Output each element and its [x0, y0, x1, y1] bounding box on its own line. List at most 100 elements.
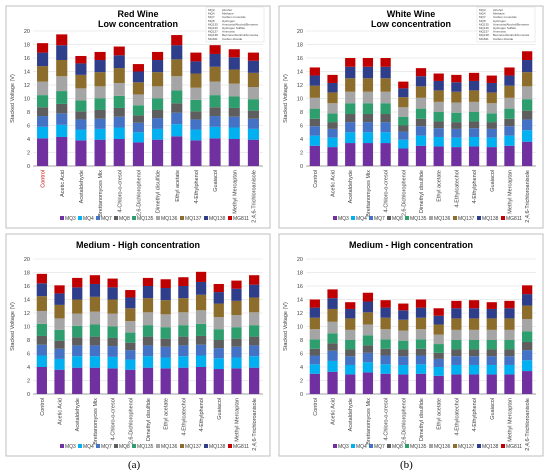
bar-segment-mq3 [228, 139, 240, 166]
legend-swatch [60, 216, 64, 220]
bar-segment-mq8 [433, 352, 444, 359]
legend-label: MQ3 [338, 216, 349, 222]
subfigure-label-a: (a) [128, 459, 141, 471]
bar-segment-mq135 [468, 112, 480, 122]
bar-segment-mq3 [504, 374, 515, 394]
bar-segment-mq3 [125, 369, 136, 394]
bar-segment-mq8 [178, 336, 189, 346]
sensor-key-gas: Ammonia [222, 30, 235, 34]
bar-segment-mg811 [160, 279, 171, 289]
bar-segment-mq137 [247, 72, 259, 88]
bar-segment-mq7 [522, 119, 533, 131]
bar-segment-mq137 [522, 72, 533, 87]
bar-segment-mq135 [486, 113, 497, 123]
x-tick-label: 2,6-Dichlorophenol [128, 398, 134, 444]
bar-segment-mq3 [362, 372, 374, 394]
bar-segment-mq136 [362, 324, 374, 336]
bar-segment-mq4 [178, 356, 189, 368]
bar-segment-mq135 [433, 112, 444, 122]
bar-segment-mq136 [345, 329, 356, 340]
bar-segment-mq7 [94, 118, 106, 129]
bar-segment-mq138 [345, 66, 356, 79]
bar-segment-mq135 [195, 323, 207, 336]
bar-segment-mq4 [72, 356, 83, 368]
x-tick-label: Control [313, 170, 319, 188]
bar-segment-mq4 [380, 132, 391, 144]
bar-segment-mq4 [433, 136, 444, 147]
bar-segment-mq3 [345, 374, 356, 394]
bar-segment-mq135 [56, 91, 68, 104]
bar-segment-mg811 [113, 46, 125, 56]
bar-segment-mq136 [113, 82, 125, 96]
chart-title: Medium - High concentration [349, 240, 473, 250]
chart-panel-3: Medium - High concentration 0 2 4 6 8 10 12 14 16… [5, 233, 271, 457]
bar-segment-mq3 [56, 136, 68, 166]
sensor-key-sensor: MQ137 [208, 30, 218, 34]
bar-segment-mq8 [345, 114, 356, 123]
y-tick-label: 18 [297, 43, 303, 49]
y-tick-label: 12 [24, 83, 30, 89]
x-tick-label: Acetaldehyde [348, 398, 354, 431]
bar-segment-mq135 [72, 325, 83, 338]
legend-swatch [180, 444, 184, 448]
y-tick-label: 20 [297, 257, 303, 263]
y-axis-label: Stacked Voltage (V) [283, 302, 289, 351]
bar-segment-mq7 [190, 119, 202, 130]
bar-segment-mq136 [152, 86, 164, 99]
bar-segment-mq135 [36, 323, 47, 336]
bar-segment-mq136 [504, 329, 515, 340]
bar-segment-mq3 [451, 147, 462, 166]
bar-segment-mq8 [247, 110, 259, 119]
sensor-key-gas: Hydrogen Sulfide [222, 26, 245, 30]
bar-segment-mq135 [504, 340, 515, 350]
bar-segment-mg811 [142, 277, 154, 286]
bar-segment-mq3 [160, 368, 171, 394]
legend-swatch [60, 444, 64, 448]
bar-segment-mq135 [152, 98, 164, 110]
x-tick-label: Methyl Mercaptan [232, 170, 238, 214]
bar-segment-mq4 [231, 357, 242, 369]
x-tick-label: 4-Ethylcatechol [181, 398, 187, 436]
bar-segment-mg811 [107, 278, 118, 288]
x-tick-label: 4-Ethylphenol [199, 398, 205, 432]
bar-segment-mq4 [209, 126, 221, 139]
bar-segment-mg811 [247, 52, 259, 61]
bar-segment-mq7 [522, 350, 533, 361]
bar-segment-mg811 [195, 271, 207, 282]
bar-segment-mq8 [142, 336, 154, 346]
bar-segment-mq136 [37, 81, 49, 96]
bar-segment-mq3 [398, 148, 409, 166]
bar-segment-mq137 [327, 308, 338, 322]
bar-segment-mq138 [132, 71, 144, 83]
bar-segment-mq137 [362, 312, 374, 325]
bar-segment-mq138 [152, 60, 164, 73]
bar-segment-mq3 [415, 373, 427, 394]
bar-segment-mq138 [72, 287, 83, 300]
bar-segment-mq3 [94, 139, 106, 166]
legend-label: MG811 [506, 216, 522, 222]
bar-segment-mq135 [380, 339, 391, 349]
sensor-key-gas: Hydrogen [493, 19, 506, 23]
bar-segment-mq135 [468, 340, 480, 350]
bar-segment-mq136 [36, 310, 47, 324]
chart-title: Medium - High concentration [76, 240, 200, 250]
bar-segment-mq3 [380, 373, 391, 394]
y-axis-label: Stacked Voltage (V) [10, 302, 16, 351]
legend-label: MQ3 [65, 216, 76, 222]
bar-segment-mg811 [468, 72, 480, 81]
bar-segment-mq136 [327, 103, 338, 114]
bar-segment-mq138 [415, 76, 427, 87]
bar-segment-mg811 [132, 64, 144, 72]
bar-segment-mq7 [125, 350, 136, 360]
bar-segment-mq135 [37, 95, 49, 108]
bar-segment-mq8 [486, 349, 497, 357]
bar-segment-mq8 [451, 122, 462, 129]
x-tick-label: Dimethyl disulfide [156, 170, 162, 213]
bar-segment-mq4 [327, 137, 338, 148]
bar-segment-mq136 [415, 329, 427, 340]
bar-segment-mg811 [415, 299, 427, 308]
bar-segment-mq136 [190, 87, 202, 100]
bar-segment-mq8 [152, 109, 164, 119]
bar-segment-mq138 [486, 308, 497, 319]
bar-segment-mq8 [72, 337, 83, 346]
